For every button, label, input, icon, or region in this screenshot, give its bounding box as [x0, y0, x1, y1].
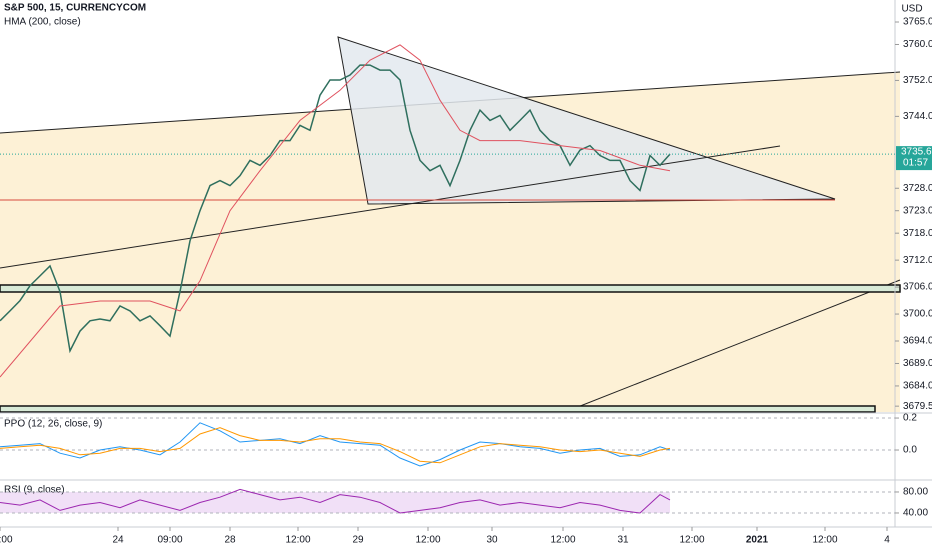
- series-line: [0, 64, 671, 354]
- countdown-label: 01:57: [903, 158, 928, 169]
- rsi-band: [0, 492, 670, 513]
- y-tick-label: 0.2: [903, 413, 917, 424]
- series-line: [0, 422, 671, 467]
- y-tick-label: 0.0: [903, 445, 917, 456]
- indicator-label: PPO (12, 26, close, 9): [4, 418, 102, 429]
- series-line: [0, 488, 671, 514]
- y-tick-label: 80.00: [903, 487, 928, 498]
- last-price-box: [896, 146, 932, 171]
- x-tick-label: 12:00: [285, 535, 310, 546]
- y-tick-label: 40.00: [903, 508, 928, 519]
- y-tick-label: 3760.0: [903, 39, 932, 50]
- x-tick-label: 29: [352, 535, 364, 546]
- x-tick-label: 2021: [746, 535, 769, 546]
- y-tick-label: 3744.0: [903, 111, 932, 122]
- x-tick-label: 28: [224, 535, 236, 546]
- zone-box: [0, 284, 901, 293]
- y-tick-label: 3718.0: [903, 228, 932, 239]
- zone-box: [0, 405, 876, 413]
- x-tick-label: 09:00: [157, 535, 182, 546]
- x-tick-label: 12:00: [415, 535, 440, 546]
- y-tick-label: 3684.0: [903, 381, 932, 392]
- series-line: [0, 427, 671, 464]
- x-tick-label: 30: [486, 535, 498, 546]
- rising-line: [564, 279, 901, 413]
- series-line: [0, 44, 671, 378]
- x-tick-label: 12:00: [679, 535, 704, 546]
- x-tick-label: 24: [112, 535, 124, 546]
- currency-label: USD: [901, 4, 922, 15]
- x-tick-label: 12:00: [812, 535, 837, 546]
- last-price-label: 3735.6: [901, 147, 932, 158]
- y-tick-label: 3752.0: [903, 75, 932, 86]
- y-tick-label: 3765.0: [903, 17, 932, 28]
- x-tick-label: 12:00: [550, 535, 575, 546]
- x-tick-label: 12:00: [0, 535, 13, 546]
- x-tick-label: 31: [617, 535, 629, 546]
- y-tick-label: 3706.0: [903, 282, 932, 293]
- triangle: [337, 36, 836, 205]
- x-tick-label: 4: [884, 535, 890, 546]
- chart-title: S&P 500, 15, CURRENCYCOM: [4, 2, 146, 13]
- indicator-label: HMA (200, close): [4, 16, 81, 27]
- y-tick-label: 3723.0: [903, 205, 932, 216]
- y-tick-label: 3700.0: [903, 309, 932, 320]
- y-tick-label: 3679.5: [903, 401, 932, 412]
- indicator-label: RSI (9, close): [4, 484, 65, 495]
- y-tick-label: 3712.0: [903, 255, 932, 266]
- trend-line: [0, 145, 781, 269]
- y-tick-label: 3689.0: [903, 358, 932, 369]
- y-tick-label: 3694.0: [903, 336, 932, 347]
- y-tick-label: 3728.0: [903, 183, 932, 194]
